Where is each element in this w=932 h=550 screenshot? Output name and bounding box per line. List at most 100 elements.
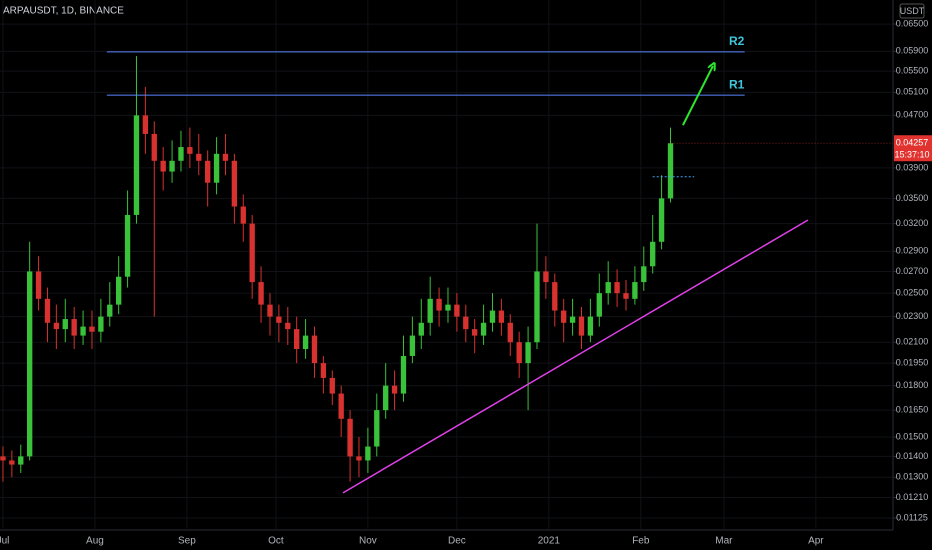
candle-body xyxy=(107,304,113,317)
candle-body xyxy=(543,271,549,283)
candle-body xyxy=(552,282,558,311)
candle-body xyxy=(641,266,647,283)
x-tick-label: 2021 xyxy=(538,536,561,547)
x-tick-label: Sep xyxy=(178,536,196,547)
candle-body xyxy=(124,214,131,277)
countdown-label: 15:37:10 xyxy=(894,150,929,160)
y-tick-label: 0.06500 xyxy=(896,18,929,28)
y-tick-label: 0.05900 xyxy=(896,46,929,56)
y-tick-label: 0.01500 xyxy=(896,431,929,441)
y-tick-label: 0.02700 xyxy=(896,266,929,276)
x-tick-label: Jul xyxy=(0,536,9,547)
candle-body xyxy=(587,316,594,336)
candle-body xyxy=(222,153,229,161)
y-tick-label: 0.05500 xyxy=(896,65,929,75)
candle-body xyxy=(9,460,15,465)
candle-body xyxy=(249,223,255,283)
trend-line xyxy=(342,219,809,494)
y-tick-label: 0.03500 xyxy=(896,193,929,203)
candle-body xyxy=(80,326,86,336)
candle-body xyxy=(436,298,442,311)
candle-body xyxy=(472,329,478,336)
chart-title: ARPAUSDT, 1D, BINANCE xyxy=(3,6,124,17)
candle-body xyxy=(561,310,567,323)
x-tick-label: Dec xyxy=(448,536,466,547)
unit-box[interactable] xyxy=(899,3,925,19)
candle-body xyxy=(391,385,398,394)
arrow xyxy=(682,66,713,126)
candle-body xyxy=(525,342,531,364)
candle-body xyxy=(605,282,611,294)
candle-body xyxy=(44,298,51,323)
y-tick-label: 0.04700 xyxy=(896,110,929,120)
y-tick-label: 0.01650 xyxy=(896,405,929,415)
y-tick-label: 0.01800 xyxy=(896,380,929,390)
x-tick-label: Oct xyxy=(268,536,284,547)
candle-body xyxy=(454,304,460,317)
candle-body xyxy=(516,342,522,364)
candle-body xyxy=(240,206,246,224)
candle-body xyxy=(667,143,674,199)
candle-body xyxy=(329,377,335,394)
last-price-box xyxy=(894,135,932,162)
candle-body xyxy=(365,446,371,461)
x-tick-label: Apr xyxy=(808,536,824,547)
candle-body xyxy=(427,298,433,323)
y-tick-label: 0.05100 xyxy=(896,87,929,97)
candle-body xyxy=(409,335,416,356)
candle-body xyxy=(294,329,300,350)
y-tick-label: 0.03200 xyxy=(896,218,929,228)
candle-body xyxy=(89,326,95,332)
y-tick-label: 0.01300 xyxy=(896,472,929,482)
candle-body xyxy=(151,133,157,161)
candle-body xyxy=(62,319,68,330)
candle-body xyxy=(258,282,264,305)
candle-body xyxy=(213,153,220,183)
x-tick-label: Nov xyxy=(359,536,377,547)
candle-body xyxy=(285,322,291,330)
candle-body xyxy=(169,160,175,172)
candle-body xyxy=(53,322,60,330)
x-tick-label: Mar xyxy=(715,536,733,547)
y-tick-label: 0.01125 xyxy=(896,512,928,522)
candle-body xyxy=(356,456,362,461)
candle-body xyxy=(614,282,620,294)
y-tick-label: 0.02900 xyxy=(896,246,929,256)
y-tick-label: 0.01400 xyxy=(896,451,929,461)
candle-body xyxy=(596,293,602,317)
candle-body xyxy=(267,304,273,317)
y-tick-label: 0.02500 xyxy=(896,288,929,298)
candle-body xyxy=(320,363,327,378)
candle-body xyxy=(445,304,451,311)
last-price-label: 0.04257 xyxy=(896,138,929,148)
candle-body xyxy=(116,276,122,305)
candle-body xyxy=(302,335,309,350)
y-tick-label: 0.02300 xyxy=(896,311,929,321)
candle-body xyxy=(507,322,513,343)
resistance-label: R2 xyxy=(729,34,745,48)
candle-body xyxy=(383,385,389,411)
candle-body xyxy=(133,115,140,215)
candle-body xyxy=(205,160,211,183)
candle-body xyxy=(498,310,505,323)
candle-body xyxy=(142,115,149,134)
candle-body xyxy=(26,271,33,457)
candle-body xyxy=(311,335,318,364)
candle-body xyxy=(374,410,380,447)
candle-body xyxy=(400,355,407,394)
y-tick-label: 0.03900 xyxy=(896,162,929,172)
candle-body xyxy=(658,198,665,242)
y-tick-label: 0.02100 xyxy=(896,337,929,347)
x-tick-label: Feb xyxy=(632,536,650,547)
candle-body xyxy=(480,322,487,336)
y-tick-label: 0.01210 xyxy=(896,492,929,502)
candle-body xyxy=(71,319,77,336)
candle-body xyxy=(623,293,629,299)
resistance-label: R1 xyxy=(729,77,745,91)
candle-body xyxy=(489,310,496,323)
unit-label[interactable]: USDT xyxy=(900,6,925,16)
candle-body xyxy=(231,160,238,207)
x-tick-label: Aug xyxy=(86,536,104,547)
